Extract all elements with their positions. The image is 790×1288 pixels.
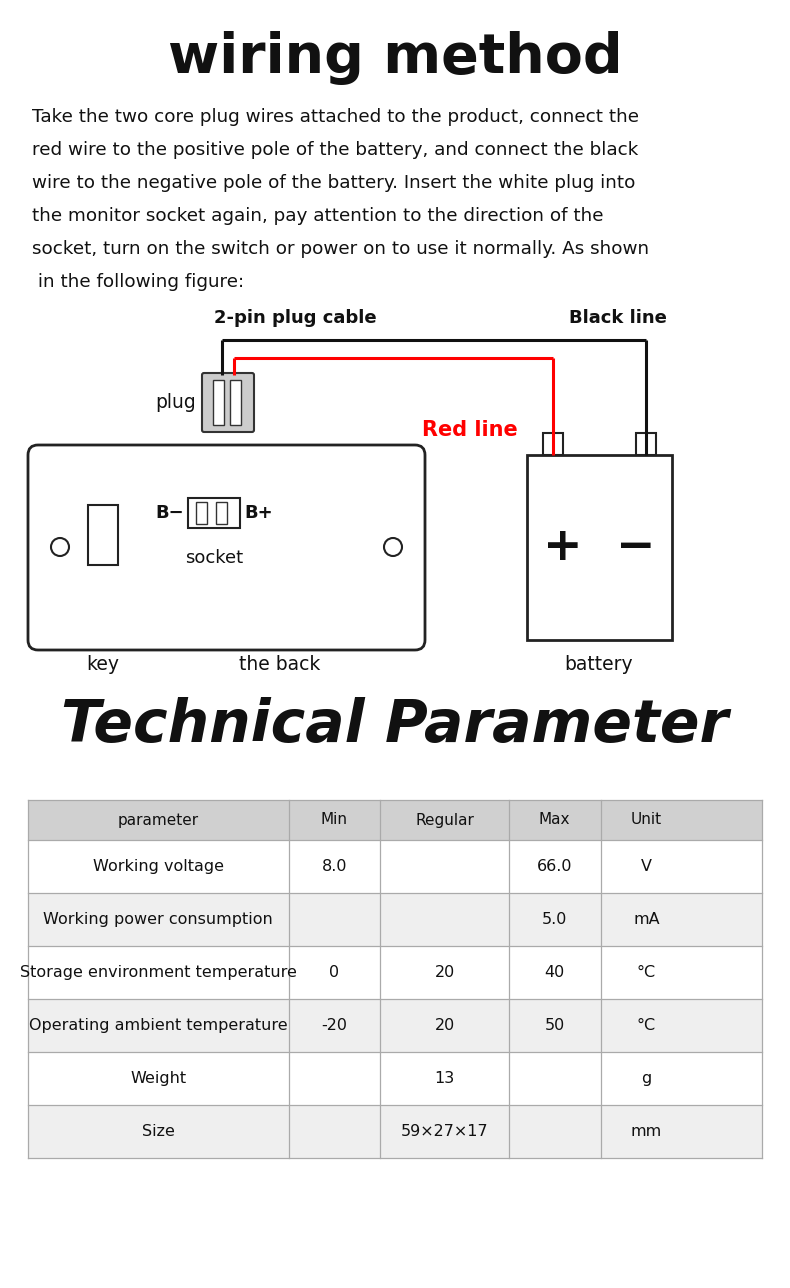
Text: socket, turn on the switch or power on to use it normally. As shown: socket, turn on the switch or power on t… — [32, 240, 649, 258]
Bar — [216, 502, 227, 524]
Text: 2-pin plug cable: 2-pin plug cable — [213, 309, 376, 327]
Text: Technical Parameter: Technical Parameter — [62, 697, 728, 753]
Bar — [188, 498, 240, 528]
Text: Min: Min — [321, 813, 348, 827]
Text: 40: 40 — [544, 965, 565, 980]
Bar — [196, 502, 207, 524]
Text: 20: 20 — [435, 1018, 455, 1033]
Bar — [28, 1052, 762, 1105]
Bar — [543, 433, 563, 455]
Text: °C: °C — [637, 1018, 656, 1033]
FancyBboxPatch shape — [28, 444, 425, 650]
Text: Max: Max — [539, 813, 570, 827]
Text: battery: battery — [565, 654, 634, 674]
Text: Working voltage: Working voltage — [92, 859, 224, 875]
Text: V: V — [641, 859, 652, 875]
Text: g: g — [641, 1072, 652, 1086]
Text: 5.0: 5.0 — [542, 912, 567, 927]
Text: Working power consumption: Working power consumption — [43, 912, 273, 927]
Text: +: + — [544, 524, 583, 569]
Text: -20: -20 — [322, 1018, 348, 1033]
Text: 50: 50 — [544, 1018, 565, 1033]
Bar — [28, 840, 762, 893]
Text: Weight: Weight — [130, 1072, 186, 1086]
Circle shape — [384, 538, 402, 556]
Bar — [28, 999, 762, 1052]
Text: 66.0: 66.0 — [537, 859, 573, 875]
Text: Red line: Red line — [422, 420, 518, 440]
Bar — [28, 893, 762, 945]
Bar — [28, 945, 762, 999]
Bar — [28, 1105, 762, 1158]
Bar — [527, 455, 672, 640]
Text: Unit: Unit — [631, 813, 662, 827]
Text: mm: mm — [630, 1124, 662, 1139]
Text: 59×27×17: 59×27×17 — [401, 1124, 488, 1139]
Text: B+: B+ — [244, 504, 273, 522]
Text: red wire to the positive pole of the battery, and connect the black: red wire to the positive pole of the bat… — [32, 140, 638, 158]
Text: 8.0: 8.0 — [322, 859, 347, 875]
Text: −: − — [616, 524, 656, 569]
Text: °C: °C — [637, 965, 656, 980]
Text: key: key — [86, 654, 119, 674]
Bar — [88, 505, 118, 565]
Text: mA: mA — [633, 912, 660, 927]
Bar — [28, 800, 762, 840]
Text: Operating ambient temperature: Operating ambient temperature — [29, 1018, 288, 1033]
Text: wiring method: wiring method — [167, 31, 623, 85]
Text: 20: 20 — [435, 965, 455, 980]
Circle shape — [51, 538, 69, 556]
Text: Regular: Regular — [415, 813, 474, 827]
Text: plug: plug — [156, 393, 196, 411]
Text: B−: B− — [156, 504, 184, 522]
Text: 13: 13 — [435, 1072, 455, 1086]
Text: Storage environment temperature: Storage environment temperature — [20, 965, 297, 980]
Bar — [636, 433, 656, 455]
FancyBboxPatch shape — [202, 374, 254, 431]
Text: Black line: Black line — [569, 309, 667, 327]
Text: 0: 0 — [329, 965, 340, 980]
Bar — [213, 380, 224, 425]
Text: the monitor socket again, pay attention to the direction of the: the monitor socket again, pay attention … — [32, 207, 604, 225]
Text: Size: Size — [142, 1124, 175, 1139]
Text: wire to the negative pole of the battery. Insert the white plug into: wire to the negative pole of the battery… — [32, 174, 635, 192]
Text: the back: the back — [239, 654, 321, 674]
Text: socket: socket — [185, 549, 243, 567]
Text: parameter: parameter — [118, 813, 199, 827]
Text: in the following figure:: in the following figure: — [32, 273, 244, 291]
Bar — [230, 380, 241, 425]
Text: Take the two core plug wires attached to the product, connect the: Take the two core plug wires attached to… — [32, 108, 639, 126]
